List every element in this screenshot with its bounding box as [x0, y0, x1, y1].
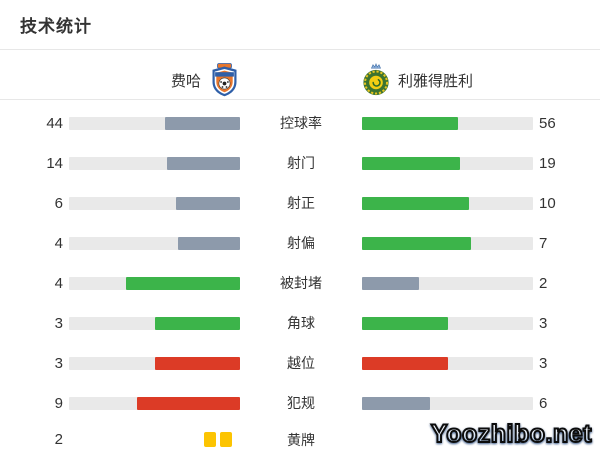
- home-value: 4: [54, 234, 63, 252]
- home-team-logo-icon: [209, 63, 240, 97]
- home-stat-track: [69, 276, 240, 290]
- away-stat-track: [362, 236, 533, 250]
- away-stat-track: [362, 156, 533, 170]
- stat-row: 4 射偏 7: [0, 223, 600, 263]
- stat-label: 犯规: [287, 395, 315, 411]
- stat-row: 3 角球 3: [0, 303, 600, 343]
- home-value: 3: [54, 314, 63, 332]
- stat-label: 射门: [287, 155, 315, 171]
- away-stat-bar: [362, 396, 431, 410]
- away-team-logo-icon: [362, 63, 390, 97]
- stat-label: 射偏: [287, 235, 315, 251]
- away-value: 2: [539, 274, 548, 292]
- stat-row: 4 被封堵 2: [0, 263, 600, 303]
- home-stat-bar: [167, 156, 240, 170]
- stat-row: 14 射门 19: [0, 143, 600, 183]
- page-title: 技术统计: [20, 17, 92, 36]
- away-value: 6: [539, 394, 548, 412]
- away-stat-bar: [362, 156, 461, 170]
- home-value: 4: [54, 274, 63, 292]
- home-yellow-cards: [69, 432, 240, 447]
- stat-label: 角球: [287, 315, 315, 331]
- away-team-name: 利雅得胜利: [398, 72, 474, 90]
- stat-label: 射正: [287, 195, 315, 211]
- away-stat-bar: [362, 196, 469, 210]
- yellow-card-icon: [220, 432, 232, 447]
- away-value: 3: [539, 354, 548, 372]
- home-stat-bar: [154, 356, 240, 370]
- home-value: 44: [46, 114, 63, 132]
- stat-row: 2 黄牌: [0, 423, 600, 453]
- home-stat-track: [69, 156, 240, 170]
- home-stat-track: [69, 116, 240, 130]
- stat-label: 被封堵: [280, 275, 322, 291]
- home-stat-track: [69, 396, 240, 410]
- stat-label: 黄牌: [287, 431, 315, 448]
- home-stat-bar: [154, 316, 240, 330]
- home-stat-bar: [177, 236, 240, 250]
- home-stat-bar: [126, 276, 240, 290]
- stat-row: 44 控球率 56: [0, 103, 600, 143]
- away-value: 19: [539, 154, 556, 172]
- stat-label: 控球率: [280, 115, 322, 131]
- away-stat-track: [362, 356, 533, 370]
- home-value: 9: [54, 394, 63, 412]
- team-header: 费哈: [0, 50, 600, 100]
- home-stat-bar: [137, 396, 240, 410]
- stats-rows: 44 控球率 56 14 射门 19 6 射正 10 4 射偏 7 4 被封堵 …: [0, 100, 600, 453]
- home-stat-track: [69, 196, 240, 210]
- home-value: 14: [46, 154, 63, 172]
- home-stat-bar: [164, 116, 240, 130]
- watermark: Yoozhibo.net: [430, 419, 593, 449]
- home-team-name: 费哈: [170, 72, 201, 90]
- home-stat-bar: [175, 196, 240, 210]
- away-stat-track: [362, 316, 533, 330]
- away-stat-bar: [362, 276, 419, 290]
- home-stat-track: [69, 356, 240, 370]
- stat-row: 3 越位 3: [0, 343, 600, 383]
- home-value: 2: [54, 431, 63, 448]
- yellow-card-icon: [204, 432, 216, 447]
- away-stat-bar: [362, 236, 471, 250]
- stat-row: 6 射正 10: [0, 183, 600, 223]
- away-value: 7: [539, 234, 548, 252]
- away-team-header: 利雅得胜利: [362, 63, 600, 97]
- home-team-header: 费哈: [0, 63, 240, 97]
- away-value: 3: [539, 314, 548, 332]
- away-stat-bar: [362, 116, 458, 130]
- away-stat-track: [362, 116, 533, 130]
- title-bar: 技术统计: [0, 0, 600, 50]
- away-value: 10: [539, 194, 556, 212]
- away-stat-bar: [362, 356, 448, 370]
- away-stat-track: [362, 276, 533, 290]
- stat-label: 越位: [287, 355, 315, 371]
- away-stat-bar: [362, 316, 448, 330]
- home-stat-track: [69, 316, 240, 330]
- away-stat-track: [362, 196, 533, 210]
- away-stat-track: [362, 396, 533, 410]
- away-value: 56: [539, 114, 556, 132]
- stat-row: 9 犯规 6: [0, 383, 600, 423]
- home-value: 6: [54, 194, 63, 212]
- home-value: 3: [54, 354, 63, 372]
- home-stat-track: [69, 236, 240, 250]
